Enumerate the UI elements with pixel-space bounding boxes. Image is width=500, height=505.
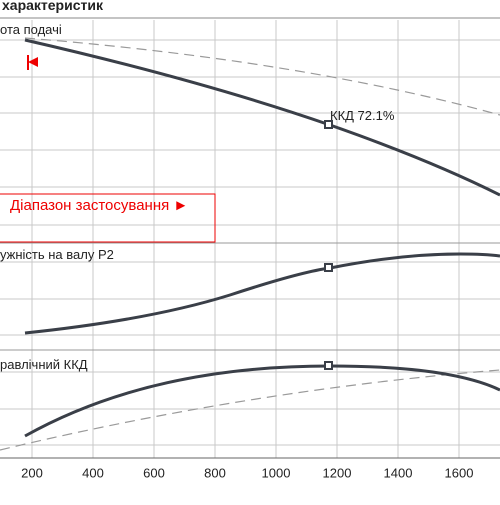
- efficiency-reference: [24, 37, 500, 116]
- x-tick-label: 1400: [384, 466, 413, 481]
- range-box: [0, 193, 216, 243]
- reference-curve: [0, 369, 500, 451]
- panel-label: ужність на валу P2: [0, 247, 114, 262]
- duty-point: [324, 361, 333, 370]
- range-marker: [28, 57, 38, 67]
- panel-label: равлічний ККД: [0, 357, 88, 372]
- x-tick-label: 1200: [323, 466, 352, 481]
- range-label: Діапазон застосування ►: [10, 197, 188, 214]
- panel-label: ота подачі: [0, 22, 62, 37]
- x-tick-label: 1000: [262, 466, 291, 481]
- duty-point: [324, 120, 333, 129]
- x-tick-label: 400: [82, 466, 104, 481]
- efficiency-curve: [24, 364, 500, 438]
- duty-point: [324, 263, 333, 272]
- grid: [0, 20, 500, 458]
- head-curve: [24, 38, 500, 197]
- efficiency-annotation: ККД 72.1%: [330, 108, 395, 123]
- x-tick-label: 200: [21, 466, 43, 481]
- x-ticks: 200 400 600 800 1000 1200 1400 1600: [21, 466, 473, 481]
- x-tick-label: 600: [143, 466, 165, 481]
- x-tick-label: 800: [204, 466, 226, 481]
- title: характеристик: [2, 0, 104, 13]
- x-tick-label: 1600: [445, 466, 474, 481]
- power-curve: [24, 252, 500, 335]
